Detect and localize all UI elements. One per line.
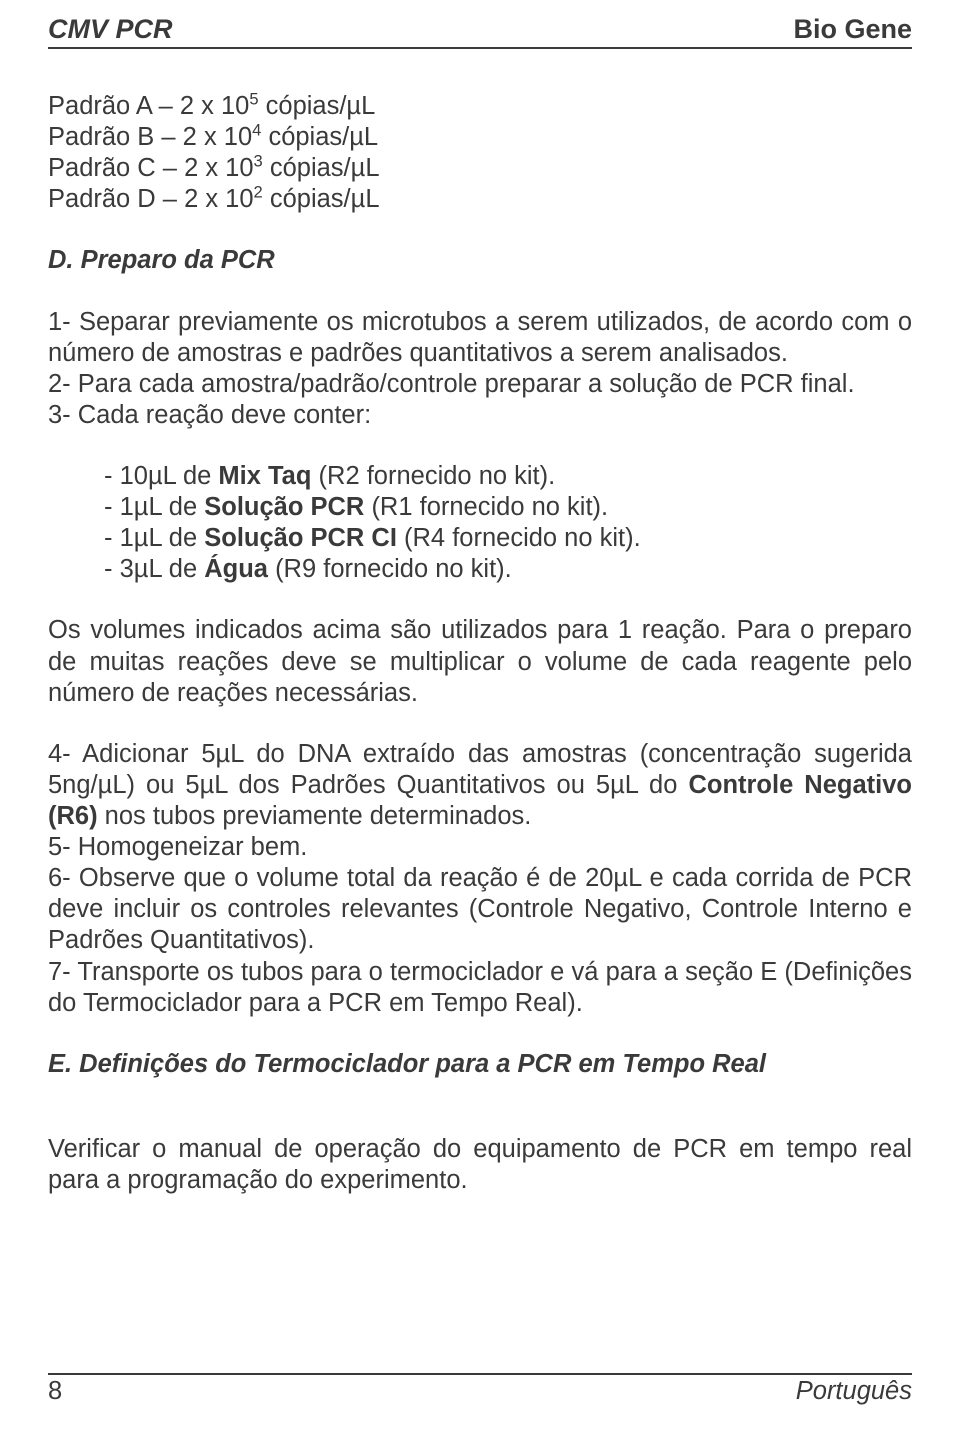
- section-e-body: Verificar o manual de operação do equipa…: [48, 1134, 912, 1196]
- steps-1-3: 1- Separar previamente os microtubos a s…: [48, 307, 912, 431]
- reagent-list: - 10µL de Mix Taq (R2 fornecido no kit).…: [104, 461, 912, 585]
- volumes-note: Os volumes indicados acima são utilizado…: [48, 615, 912, 708]
- footer-language: Português: [796, 1377, 912, 1406]
- step-6: 6- Observe que o volume total da reação …: [48, 863, 912, 956]
- step-2: 2- Para cada amostra/padrão/controle pre…: [48, 369, 912, 400]
- reagent-solucao-pcr: - 1µL de Solução PCR (R1 fornecido no ki…: [104, 492, 912, 523]
- page-footer: 8 Português: [48, 1373, 912, 1406]
- reagent-mix-taq: - 10µL de Mix Taq (R2 fornecido no kit).: [104, 461, 912, 492]
- standards-list: Padrão A – 2 x 105 cópias/µL Padrão B – …: [48, 91, 912, 215]
- step-7: 7- Transporte os tubos para o termocicla…: [48, 957, 912, 1019]
- step-4: 4- Adicionar 5µL do DNA extraído das amo…: [48, 739, 912, 832]
- header-brand: Bio Gene: [793, 14, 912, 45]
- standard-d: Padrão D – 2 x 102 cópias/µL: [48, 184, 912, 215]
- section-e-heading: E. Definições do Termociclador para a PC…: [48, 1049, 912, 1080]
- step-1: 1- Separar previamente os microtubos a s…: [48, 307, 912, 369]
- page-number: 8: [48, 1377, 62, 1406]
- steps-4-7: 4- Adicionar 5µL do DNA extraído das amo…: [48, 739, 912, 1019]
- standard-c: Padrão C – 2 x 103 cópias/µL: [48, 153, 912, 184]
- page-header: CMV PCR Bio Gene: [48, 14, 912, 49]
- standard-a: Padrão A – 2 x 105 cópias/µL: [48, 91, 912, 122]
- step-3: 3- Cada reação deve conter:: [48, 400, 912, 431]
- reagent-solucao-pcr-ci: - 1µL de Solução PCR CI (R4 fornecido no…: [104, 523, 912, 554]
- standard-b: Padrão B – 2 x 104 cópias/µL: [48, 122, 912, 153]
- step-5: 5- Homogeneizar bem.: [48, 832, 912, 863]
- header-title: CMV PCR: [48, 14, 173, 45]
- reagent-agua: - 3µL de Água (R9 fornecido no kit).: [104, 554, 912, 585]
- section-d-heading: D. Preparo da PCR: [48, 245, 912, 276]
